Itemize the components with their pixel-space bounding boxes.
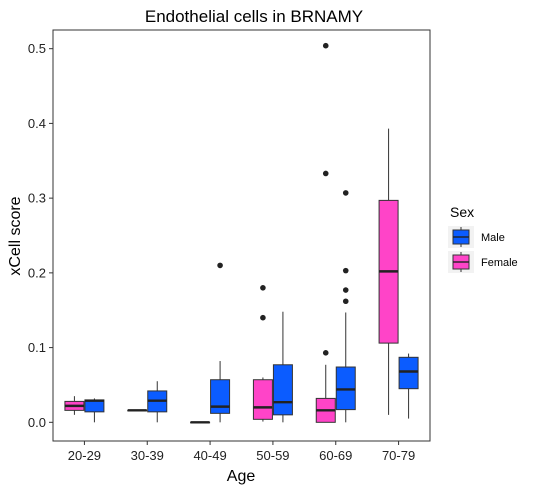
box bbox=[252, 379, 273, 420]
outlier-point bbox=[322, 42, 329, 49]
y-axis-title: xCell score bbox=[7, 196, 24, 275]
x-tick-label: 40-49 bbox=[193, 448, 226, 463]
box-female-60-69 bbox=[315, 42, 336, 423]
outlier-point bbox=[342, 287, 349, 293]
box bbox=[272, 364, 293, 416]
x-axis: 20-29 30-39 40-49 50-59 60-69 70-79 bbox=[68, 441, 415, 463]
plot-panel bbox=[52, 29, 431, 442]
y-tick-label: 0.4 bbox=[28, 116, 46, 131]
y-tick-label: 0.0 bbox=[28, 415, 46, 430]
box bbox=[210, 379, 231, 414]
outlier-point bbox=[342, 298, 349, 305]
y-tick-label: 0.1 bbox=[28, 340, 46, 355]
legend-label-male: Male bbox=[481, 232, 505, 244]
legend-label-female: Female bbox=[481, 257, 518, 269]
x-tick-label: 70-79 bbox=[382, 448, 415, 463]
y-tick-label: 0.2 bbox=[28, 265, 46, 280]
outlier-point bbox=[342, 190, 349, 196]
outlier-point bbox=[322, 170, 329, 177]
x-tick-label: 50-59 bbox=[256, 448, 289, 463]
y-axis: 0.0 0.1 0.2 0.3 0.4 0.5 bbox=[28, 41, 53, 430]
x-tick-label: 20-29 bbox=[68, 448, 101, 463]
box-female-50-59 bbox=[252, 285, 273, 422]
box-male-40-49 bbox=[210, 262, 231, 423]
outlier-point bbox=[260, 314, 266, 321]
outlier-point bbox=[322, 350, 329, 356]
chart-title: Endothelial cells in BRNAMY bbox=[145, 7, 363, 26]
x-tick-label: 30-39 bbox=[131, 448, 164, 463]
x-tick-label: 60-69 bbox=[319, 448, 352, 463]
outlier-point bbox=[217, 262, 223, 269]
box-female-20-29 bbox=[64, 396, 85, 415]
y-tick-label: 0.3 bbox=[28, 191, 46, 206]
box-male-30-39 bbox=[147, 381, 168, 423]
legend: Sex Male Female bbox=[448, 204, 518, 273]
box-male-50-59 bbox=[272, 311, 293, 423]
box bbox=[398, 356, 419, 390]
box-series bbox=[64, 42, 419, 424]
x-axis-title: Age bbox=[227, 468, 256, 485]
box-female-70-79 bbox=[378, 128, 399, 415]
box-female-30-39 bbox=[127, 409, 148, 412]
box-male-20-29 bbox=[84, 398, 105, 423]
box-female-40-49 bbox=[190, 421, 211, 424]
y-tick-label: 0.5 bbox=[28, 41, 46, 56]
legend-title: Sex bbox=[450, 204, 474, 220]
outlier-point bbox=[342, 267, 349, 274]
outlier-point bbox=[260, 285, 266, 291]
box-male-60-69 bbox=[335, 190, 356, 423]
box-male-70-79 bbox=[398, 353, 419, 419]
